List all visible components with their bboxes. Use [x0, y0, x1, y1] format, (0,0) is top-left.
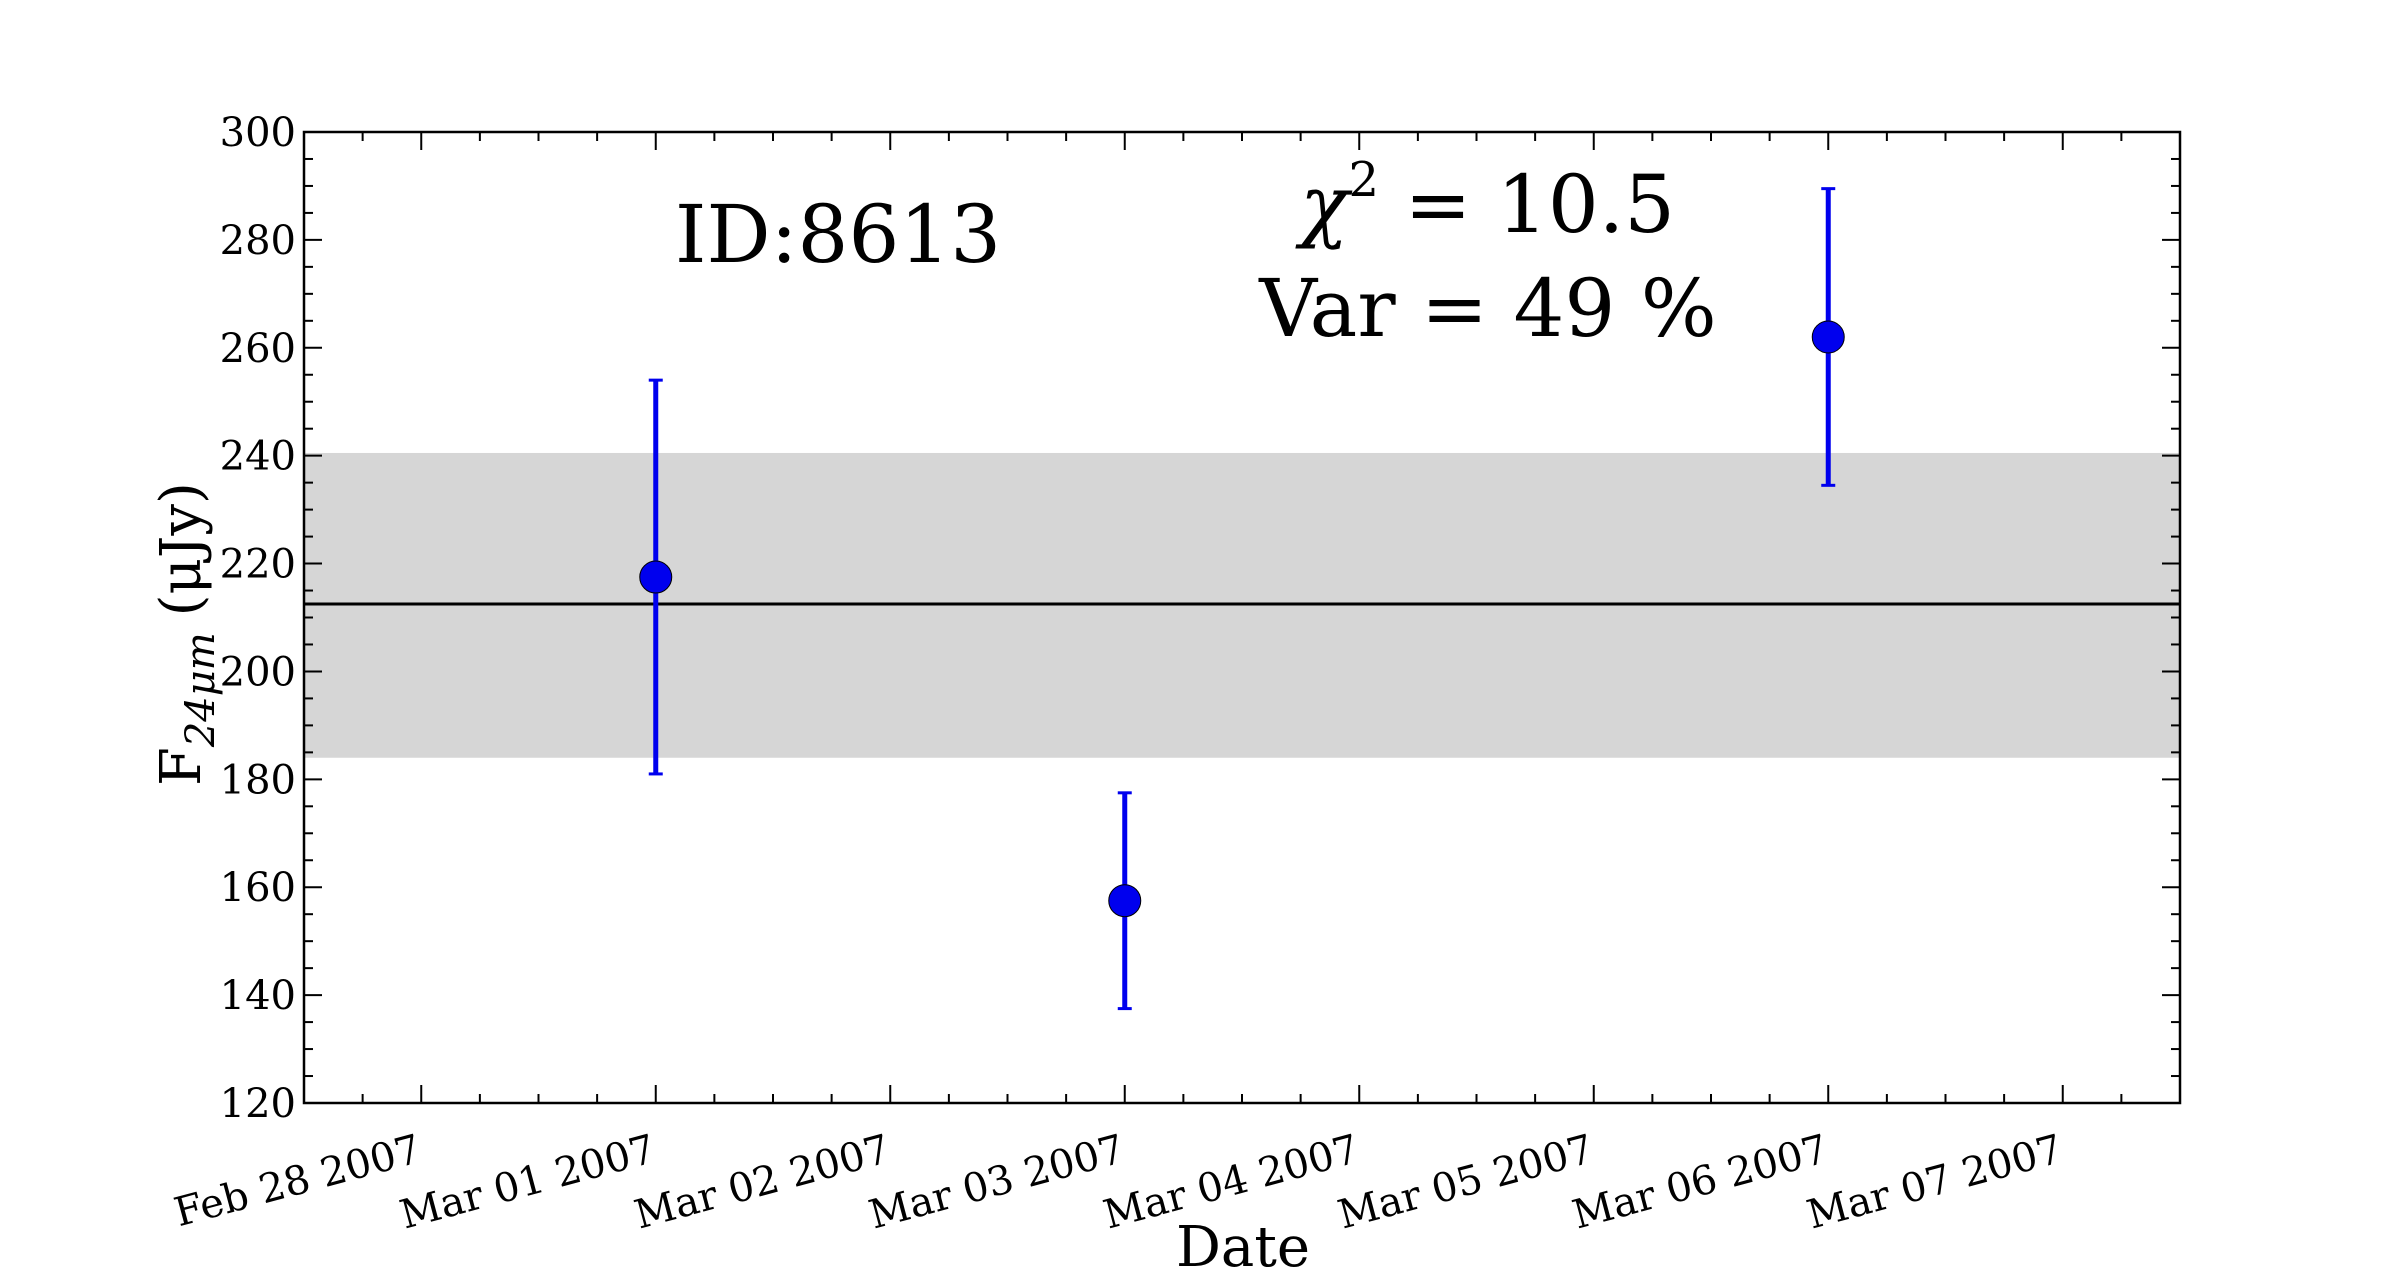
data-point-group [639, 378, 673, 776]
data-point [1108, 884, 1142, 918]
y-axis-title-main: F [149, 747, 214, 786]
chi-symbol: χ [1295, 158, 1353, 251]
y-axis-title: F24μm (μJy) [149, 482, 224, 786]
y-tick-label: 180 [220, 757, 296, 803]
y-tick-label: 260 [220, 326, 296, 372]
x-tick-label: Mar 03 2007 [864, 1126, 1129, 1238]
chi-value: = 10.5 [1379, 158, 1675, 251]
x-tick-label: Mar 06 2007 [1568, 1126, 1833, 1238]
y-tick-label: 280 [220, 218, 296, 264]
x-tick-label: Mar 05 2007 [1333, 1126, 1598, 1238]
x-tick-label: Feb 28 2007 [170, 1126, 426, 1236]
y-tick-label: 140 [220, 973, 296, 1019]
svg-text:F24μm(μJy): F24μm (μJy) [149, 482, 224, 786]
x-axis-title: Date [1176, 1215, 1310, 1280]
y-axis-title-unit: (μJy) [149, 482, 214, 616]
data-point [639, 560, 673, 594]
data-point-group [1811, 187, 1845, 487]
data-points [639, 187, 1845, 1011]
id-annotation: ID:8613 [675, 188, 1001, 281]
variance-annotation: Var = 49 % [1258, 262, 1717, 355]
x-tick-label: Mar 01 2007 [395, 1126, 660, 1238]
y-tick-label: 300 [220, 110, 296, 156]
data-point [1811, 320, 1845, 354]
y-tick-label: 200 [220, 649, 296, 695]
chi-exponent: 2 [1348, 152, 1379, 208]
y-tick-label: 240 [220, 434, 296, 480]
y-tick-label: 160 [220, 865, 296, 911]
y-axis-title-subscript: 24μm [178, 632, 224, 748]
plot-frame [302, 130, 2182, 1105]
chi-square-annotation: χ2 = 10.5 [1295, 152, 1675, 251]
data-point-group [1108, 791, 1142, 1011]
y-tick-label: 220 [220, 542, 296, 588]
x-tick-label: Mar 07 2007 [1802, 1126, 2067, 1238]
x-tick-label: Mar 02 2007 [630, 1126, 895, 1238]
y-tick-label: 120 [220, 1081, 296, 1127]
